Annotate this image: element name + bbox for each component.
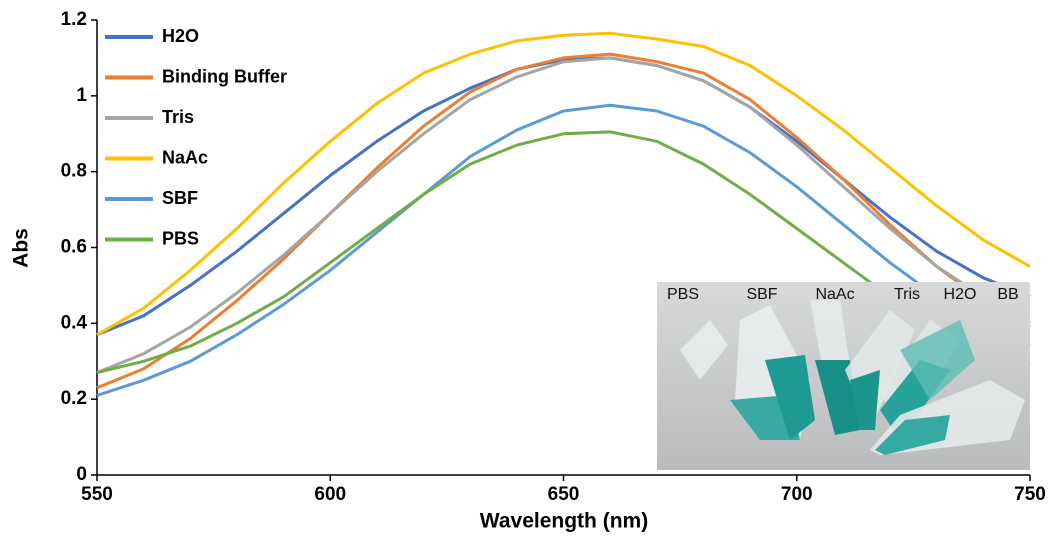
y-tick-label: 0.6	[61, 237, 87, 258]
y-tick-label: 0	[76, 464, 87, 485]
inset-label: NaAc	[815, 286, 854, 303]
inset-label: BB	[997, 286, 1018, 303]
y-tick-label: 0.8	[61, 161, 87, 182]
series-line	[96, 52, 1031, 390]
legend-label: H2O	[162, 26, 199, 46]
y-tick-label: 0.2	[61, 388, 87, 409]
series-line	[96, 56, 1031, 374]
legend-label: SBF	[162, 188, 198, 208]
y-tick-label: 1	[76, 85, 87, 106]
x-tick-label: 750	[1014, 484, 1046, 505]
inset-label: SBF	[746, 286, 777, 303]
inset-label: PBS	[667, 286, 699, 303]
x-axis-title: Wavelength (nm)	[480, 510, 648, 533]
y-axis-title: Abs	[10, 228, 33, 268]
x-tick-label: 650	[548, 484, 580, 505]
legend-label: Binding Buffer	[162, 66, 287, 86]
y-tick-label: 1.2	[61, 9, 87, 30]
x-tick-label: 550	[81, 484, 113, 505]
inset-photo: PBS SBF NaAc Tris H2O BB	[657, 282, 1030, 470]
series-line	[96, 56, 1031, 337]
legend-label: NaAc	[162, 147, 208, 167]
y-tick-label: 0.4	[61, 312, 88, 333]
legend-label: PBS	[162, 228, 199, 248]
x-tick-label: 600	[314, 484, 346, 505]
x-tick-label: 700	[781, 484, 813, 505]
legend-label: Tris	[162, 107, 194, 127]
inset-label: Tris	[894, 286, 920, 303]
inset-label: H2O	[944, 286, 977, 303]
series-line	[96, 31, 1031, 337]
series-line	[96, 103, 1031, 397]
